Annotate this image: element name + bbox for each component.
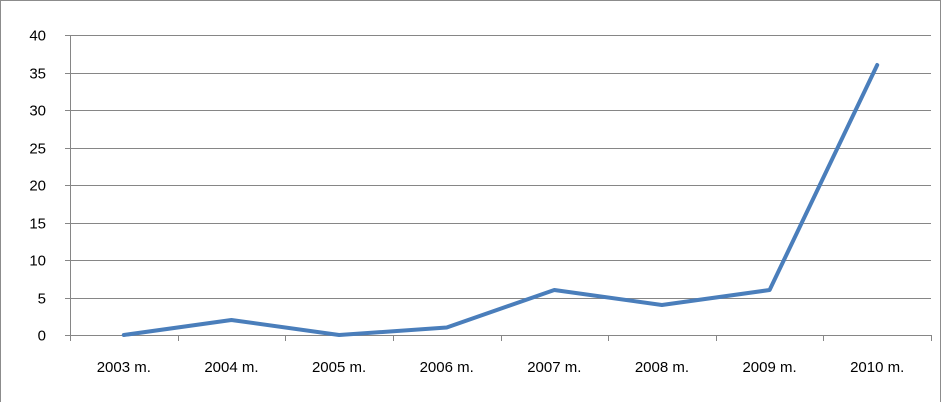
x-tick-label-2: 2005 m. — [312, 359, 366, 376]
x-tick-label-1: 2004 m. — [204, 359, 258, 376]
y-tick-label-30: 30 — [29, 103, 46, 120]
y-tick-label-5: 5 — [38, 291, 46, 308]
x-tick-label-4: 2007 m. — [527, 359, 581, 376]
series-layer — [124, 65, 878, 335]
y-tick-label-40: 40 — [29, 28, 46, 45]
y-tick-label-25: 25 — [29, 141, 46, 158]
x-tick-label-6: 2009 m. — [742, 359, 796, 376]
series-line-0 — [124, 65, 877, 335]
x-tick-labels: 2003 m. 2004 m. 2005 m. 2006 m. 2007 m. 2008 … — [97, 359, 905, 376]
y-tick-label-20: 20 — [29, 178, 46, 195]
y-tick-label-10: 10 — [29, 253, 46, 270]
y-tick-label-35: 35 — [29, 66, 46, 83]
y-tick-label-15: 15 — [29, 216, 46, 233]
x-tick-label-7: 2010 m. — [850, 359, 904, 376]
x-tick-label-5: 2008 m. — [635, 359, 689, 376]
axes — [65, 35, 932, 341]
y-tick-labels: 0 5 10 15 20 25 30 35 40 — [29, 28, 46, 345]
x-tick-label-3: 2006 m. — [420, 359, 474, 376]
x-tick-label-0: 2003 m. — [97, 359, 151, 376]
y-tick-label-0: 0 — [38, 328, 46, 345]
gridlines — [70, 36, 931, 299]
